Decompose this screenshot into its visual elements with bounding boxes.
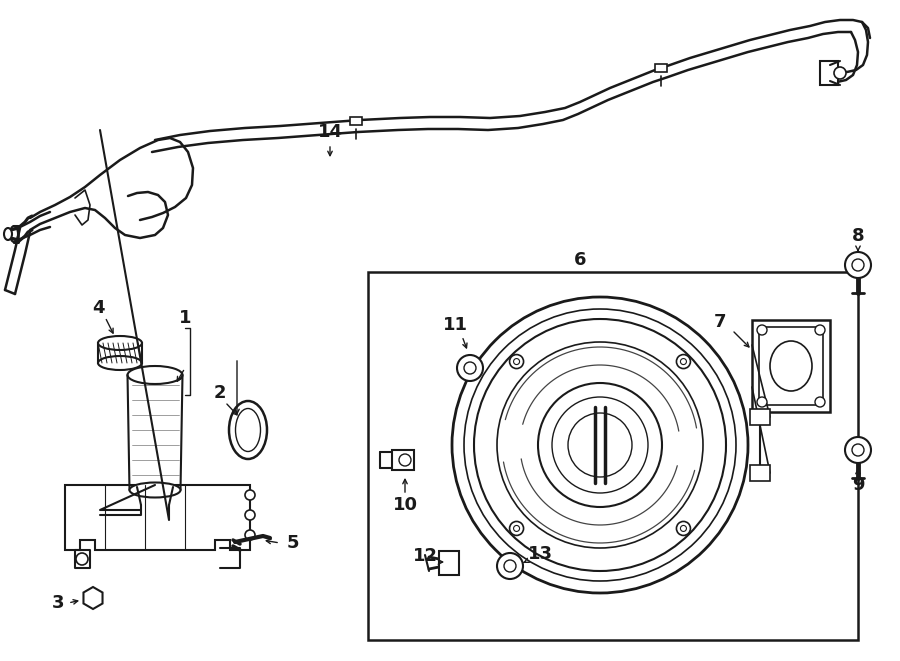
Circle shape — [464, 362, 476, 374]
Circle shape — [504, 560, 516, 572]
Bar — [750, 409, 770, 425]
Circle shape — [497, 342, 703, 548]
Polygon shape — [65, 485, 250, 550]
Text: 8: 8 — [851, 227, 864, 245]
Circle shape — [474, 319, 726, 571]
Circle shape — [245, 490, 255, 500]
Circle shape — [834, 67, 846, 79]
Circle shape — [514, 525, 519, 531]
Bar — [759, 327, 823, 405]
Circle shape — [245, 530, 255, 540]
Bar — [350, 117, 362, 125]
Text: 4: 4 — [92, 299, 104, 317]
Bar — [655, 64, 667, 72]
Ellipse shape — [98, 336, 142, 350]
Ellipse shape — [128, 366, 183, 384]
Circle shape — [552, 397, 648, 493]
Text: 6: 6 — [574, 251, 586, 269]
Circle shape — [680, 358, 687, 365]
Bar — [368, 272, 858, 640]
Circle shape — [680, 525, 687, 531]
Text: 7: 7 — [714, 313, 726, 331]
Text: 11: 11 — [443, 316, 467, 334]
Circle shape — [399, 454, 411, 466]
Ellipse shape — [770, 341, 812, 391]
Text: 13: 13 — [527, 545, 553, 563]
Circle shape — [757, 325, 767, 335]
Circle shape — [87, 592, 99, 604]
Circle shape — [464, 309, 736, 581]
Text: 2: 2 — [214, 384, 226, 402]
Bar — [820, 61, 838, 85]
Polygon shape — [84, 587, 103, 609]
Circle shape — [677, 354, 690, 369]
Text: 9: 9 — [851, 476, 864, 494]
Bar — [392, 450, 414, 470]
Ellipse shape — [229, 401, 267, 459]
Circle shape — [514, 358, 519, 365]
Bar — [752, 320, 830, 412]
Text: 10: 10 — [392, 496, 418, 514]
Circle shape — [509, 354, 524, 369]
Circle shape — [76, 553, 88, 565]
Circle shape — [457, 355, 483, 381]
Circle shape — [245, 510, 255, 520]
Circle shape — [852, 444, 864, 456]
Bar — [439, 551, 459, 575]
Circle shape — [757, 397, 767, 407]
Circle shape — [815, 325, 825, 335]
Text: 3: 3 — [52, 594, 64, 612]
Ellipse shape — [236, 408, 260, 451]
Circle shape — [509, 522, 524, 535]
Text: 12: 12 — [412, 547, 437, 565]
Text: 14: 14 — [318, 123, 343, 141]
Bar — [98, 343, 142, 363]
Circle shape — [845, 437, 871, 463]
Circle shape — [452, 297, 748, 593]
Ellipse shape — [10, 226, 18, 242]
Text: 5: 5 — [287, 534, 299, 552]
Ellipse shape — [130, 483, 181, 498]
Circle shape — [538, 383, 662, 507]
Circle shape — [568, 413, 632, 477]
Circle shape — [815, 397, 825, 407]
Circle shape — [845, 252, 871, 278]
Text: 1: 1 — [179, 309, 191, 327]
Bar — [750, 465, 770, 481]
Circle shape — [677, 522, 690, 535]
Circle shape — [852, 259, 864, 271]
Circle shape — [497, 553, 523, 579]
Ellipse shape — [4, 228, 12, 240]
Ellipse shape — [98, 356, 142, 370]
